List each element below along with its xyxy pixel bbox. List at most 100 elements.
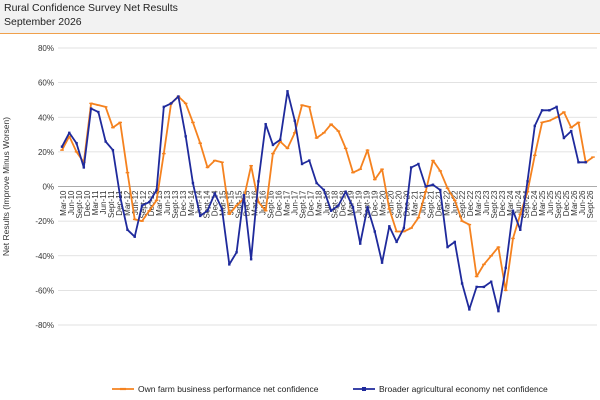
y-tick-label: -80% <box>35 321 54 330</box>
x-tick-label: Dec-12 <box>147 190 156 216</box>
x-tick-label: Jun-15 <box>227 190 236 215</box>
chart-title: Rural Confidence Survey Net Results <box>4 2 178 14</box>
legend-label: Broader agricultural economy net confide… <box>379 384 548 394</box>
x-tick-label: Dec-18 <box>338 190 347 216</box>
x-tick-label: Sept-18 <box>330 190 339 219</box>
legend-marker <box>362 387 366 391</box>
y-tick-label: -60% <box>35 286 54 295</box>
series-2-point <box>504 266 507 270</box>
x-tick-label: Jun-18 <box>323 190 332 215</box>
x-tick-label: Jun-24 <box>514 190 523 215</box>
series-2-point <box>584 161 587 164</box>
series-2-point <box>293 119 296 122</box>
series-2-point <box>140 204 144 207</box>
series-2-point <box>388 225 391 228</box>
x-tick-label: Jun-19 <box>354 190 363 215</box>
series-2-point <box>489 280 493 283</box>
series-2-point <box>235 251 238 254</box>
series-2-point <box>366 206 369 209</box>
series-2-point <box>97 110 100 114</box>
series-2-point <box>417 162 420 166</box>
x-tick-label: Sept-20 <box>394 190 403 219</box>
y-tick-label: -20% <box>35 217 54 226</box>
series-2-point <box>162 105 166 109</box>
series-2-point <box>373 230 376 233</box>
x-tick-label: Sept-23 <box>490 190 499 219</box>
x-tick-label: Jun-11 <box>99 190 108 214</box>
x-tick-label: Sept-11 <box>107 190 116 218</box>
x-tick-label: Jun-16 <box>259 190 268 215</box>
x-tick-label: Sept-26 <box>586 190 595 219</box>
series-line-1 <box>61 95 594 292</box>
series-2-point <box>322 188 326 192</box>
series-2-point <box>249 258 253 261</box>
series-2-point <box>497 309 500 313</box>
series-2-point <box>220 207 224 211</box>
x-tick-label: Dec-21 <box>434 190 443 216</box>
x-tick-label: Mar-15 <box>219 190 228 216</box>
series-2-point <box>431 183 435 186</box>
series-2-point <box>424 185 427 188</box>
series-2-point <box>104 140 107 143</box>
series-2-point <box>344 190 347 193</box>
series-2-point <box>242 193 246 197</box>
y-tick-label: 0% <box>42 183 54 192</box>
series-2-point <box>562 136 566 140</box>
series-2-point <box>460 282 464 285</box>
x-tick-label: Dec-19 <box>370 190 379 216</box>
x-tick-label: Sept-22 <box>458 190 467 219</box>
x-tick-label: Mar-25 <box>538 190 547 216</box>
x-tick-label: Mar-21 <box>410 190 419 216</box>
series-2-point <box>555 105 558 109</box>
series-2-point <box>446 245 449 249</box>
series-2-point <box>359 242 362 245</box>
series-2-point <box>213 192 216 195</box>
series-2-point <box>126 228 129 231</box>
series-2-point <box>191 181 195 185</box>
series-2-point <box>409 166 413 169</box>
x-tick-label: Dec-22 <box>466 190 475 216</box>
series-2-point <box>75 142 78 145</box>
x-tick-label: Dec-24 <box>530 190 539 216</box>
x-tick-label: Jun-20 <box>386 190 395 215</box>
series-2-point <box>286 90 289 93</box>
series-2-point <box>439 188 442 192</box>
x-tick-label: Jun-13 <box>163 190 172 215</box>
x-tick-label: Dec-10 <box>83 190 92 216</box>
x-tick-label: Sept-21 <box>426 190 435 219</box>
series-2-point <box>133 235 136 238</box>
x-tick-label: Mar-18 <box>315 190 324 216</box>
x-tick-label: Mar-26 <box>570 190 579 216</box>
series-2-point <box>519 228 522 231</box>
axes: 80% 60% 40% 20% 0% -20% -40% -60% -80% Net Result… <box>1 44 597 330</box>
series-2-point <box>453 240 456 244</box>
x-tick-label: Mar-20 <box>378 190 387 216</box>
x-tick-label: Dec-23 <box>498 190 507 216</box>
x-tick-label: Dec-13 <box>179 190 188 216</box>
series-2-point <box>279 138 282 141</box>
series-2-point <box>228 263 231 266</box>
series-2-point <box>184 135 187 138</box>
x-tick-label: Dec-15 <box>243 190 252 216</box>
x-tick-label: Mar-16 <box>251 190 260 216</box>
x-tick-label: Mar-22 <box>442 190 451 216</box>
x-tick-label: Sept-17 <box>299 190 308 219</box>
x-tick-label: Dec-11 <box>115 190 124 216</box>
series-2-point <box>540 109 544 112</box>
series-2-point <box>155 188 158 192</box>
x-tick-label: Jun-14 <box>195 190 204 215</box>
series-2-point <box>569 129 573 133</box>
y-tick-label: 40% <box>38 113 54 122</box>
x-tick-label: Jun-17 <box>291 190 300 215</box>
x-tick-label: Jun-10 <box>67 190 76 215</box>
series-2-point <box>337 204 340 207</box>
x-tick-label: Sept-13 <box>171 190 180 219</box>
y-tick-label: 20% <box>38 148 54 157</box>
series-2-point <box>264 122 267 126</box>
y-tick-label: -40% <box>35 252 54 261</box>
y-tick-label: 80% <box>38 44 54 53</box>
series-2-point <box>111 148 115 152</box>
series-2-point <box>402 226 406 230</box>
x-tick-label: Sept-14 <box>203 190 212 219</box>
